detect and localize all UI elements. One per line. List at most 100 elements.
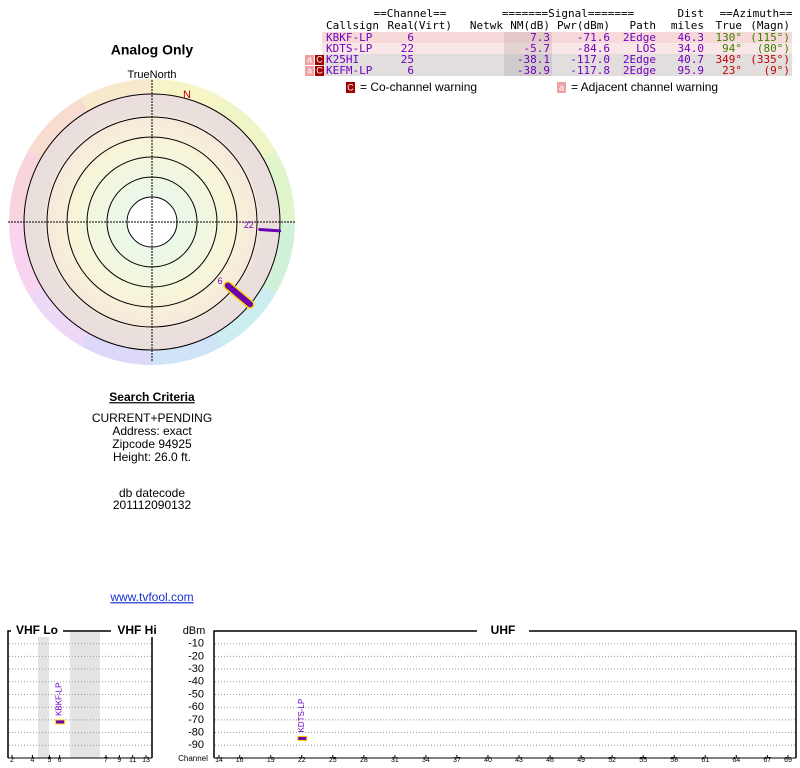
cell-magn: (9°) bbox=[764, 64, 791, 77]
x-tick-label: 13 bbox=[142, 757, 150, 764]
cell-path: LOS bbox=[636, 42, 656, 55]
cell-true: 349° bbox=[716, 53, 743, 66]
compass-band bbox=[80, 79, 152, 112]
cell-path: 2Edge bbox=[623, 64, 656, 77]
compass-band bbox=[216, 98, 276, 158]
compass-band bbox=[262, 222, 295, 294]
x-tick-label: 6 bbox=[58, 757, 62, 764]
adj-icon bbox=[557, 82, 566, 93]
column-header: Real bbox=[388, 19, 415, 32]
adj-icon-text: a bbox=[559, 82, 564, 92]
cell-true: 23° bbox=[722, 64, 742, 77]
y-axis-title: dBm bbox=[183, 625, 206, 637]
panel-label-bg bbox=[477, 625, 529, 637]
warning-icon bbox=[305, 66, 314, 76]
cell-callsign: K25HI bbox=[326, 53, 359, 66]
cell-real: 22 bbox=[401, 42, 414, 55]
compass-band bbox=[9, 222, 42, 294]
signal-label: KDTS-LP bbox=[297, 699, 306, 733]
panel-label-bg bbox=[11, 625, 63, 637]
x-tick-label: 46 bbox=[546, 757, 554, 764]
cell-magn: (80°) bbox=[757, 42, 790, 55]
cell-pwr: -84.6 bbox=[577, 42, 610, 55]
radar-title: Analog Only bbox=[111, 42, 194, 58]
x-tick-label: 7 bbox=[104, 757, 108, 764]
signal-label: KBKF-LP bbox=[55, 683, 64, 716]
warning-icon-text: C bbox=[316, 65, 323, 75]
magnetic-north: N bbox=[183, 89, 191, 101]
bearing-line bbox=[224, 282, 254, 308]
search-line: Height: 26.0 ft. bbox=[113, 450, 191, 464]
cell-magn: (335°) bbox=[750, 53, 790, 66]
column-header: (Virt) bbox=[412, 19, 452, 32]
x-tick-label: 61 bbox=[701, 757, 709, 764]
x-tick-label: 14 bbox=[215, 757, 223, 764]
nm-shade bbox=[504, 54, 552, 65]
column-header: miles bbox=[671, 19, 704, 32]
bearing-label: 6 bbox=[218, 276, 223, 286]
bearing-line bbox=[258, 228, 282, 233]
panel-label: VHF Lo bbox=[16, 623, 58, 637]
y-tick-label: -50 bbox=[188, 688, 204, 700]
y-tick-label: -60 bbox=[188, 701, 204, 713]
cell-nm: 7.3 bbox=[530, 31, 550, 44]
warning-icon bbox=[305, 55, 314, 65]
x-tick-label: 64 bbox=[732, 757, 740, 764]
x-tick-label: 40 bbox=[484, 757, 492, 764]
column-header: Path bbox=[630, 19, 657, 32]
x-tick-label: 28 bbox=[360, 757, 368, 764]
x-tick-label: 55 bbox=[639, 757, 647, 764]
column-header: NM(dB) bbox=[510, 19, 550, 32]
cell-dist: 95.9 bbox=[678, 64, 705, 77]
x-tick-label: 16 bbox=[236, 757, 244, 764]
cell-pwr: -117.8 bbox=[570, 64, 610, 77]
x-tick-label: 9 bbox=[117, 757, 121, 764]
cell-true: 130° bbox=[716, 31, 743, 44]
compass-band bbox=[28, 98, 88, 158]
panel-label-bg bbox=[111, 625, 163, 637]
compass-band bbox=[80, 332, 152, 365]
warning-icon-text: C bbox=[316, 54, 323, 64]
search-line: Zipcode 94925 bbox=[112, 437, 192, 451]
row-bg bbox=[322, 32, 792, 43]
cell-true: 94° bbox=[722, 42, 742, 55]
x-tick-label: 69 bbox=[784, 757, 792, 764]
compass-band bbox=[262, 150, 295, 222]
y-tick-label: -30 bbox=[188, 663, 204, 675]
compass-band bbox=[152, 79, 224, 112]
cell-magn: (115°) bbox=[750, 31, 790, 44]
nm-shade bbox=[504, 32, 552, 43]
y-tick-label: -70 bbox=[188, 714, 204, 726]
x-tick-label: 31 bbox=[391, 757, 399, 764]
x-axis-title: Channel bbox=[178, 754, 208, 763]
cell-nm: -5.7 bbox=[524, 42, 551, 55]
co-text: = Co-channel warning bbox=[360, 80, 477, 94]
compass-band bbox=[152, 332, 224, 365]
co-icon-text: C bbox=[347, 82, 354, 92]
x-tick-label: 34 bbox=[422, 757, 430, 764]
group-header: ==Channel== bbox=[374, 7, 447, 20]
y-tick-label: -80 bbox=[188, 727, 204, 739]
column-header: True bbox=[716, 19, 743, 32]
search-line: CURRENT+PENDING bbox=[92, 411, 212, 425]
panel-frame bbox=[7, 630, 153, 758]
site-link[interactable]: www.tvfool.com bbox=[109, 590, 193, 604]
warning-icon-text: a bbox=[307, 65, 312, 75]
column-header: Callsign bbox=[326, 19, 379, 32]
x-tick-label: 22 bbox=[298, 757, 306, 764]
x-tick-label: 19 bbox=[267, 757, 275, 764]
y-tick-label: -10 bbox=[188, 638, 204, 650]
cell-real: 6 bbox=[407, 31, 414, 44]
row-bg bbox=[322, 43, 792, 54]
cell-dist: 40.7 bbox=[678, 53, 705, 66]
column-header: (Magn) bbox=[750, 19, 790, 32]
cell-nm: -38.1 bbox=[517, 53, 550, 66]
x-tick-label: 58 bbox=[670, 757, 678, 764]
x-tick-label: 52 bbox=[608, 757, 616, 764]
nm-shade bbox=[504, 65, 552, 76]
warning-icon bbox=[315, 66, 324, 76]
nm-shade bbox=[504, 43, 552, 54]
compass-band bbox=[216, 286, 276, 346]
x-tick-label: 25 bbox=[329, 757, 337, 764]
